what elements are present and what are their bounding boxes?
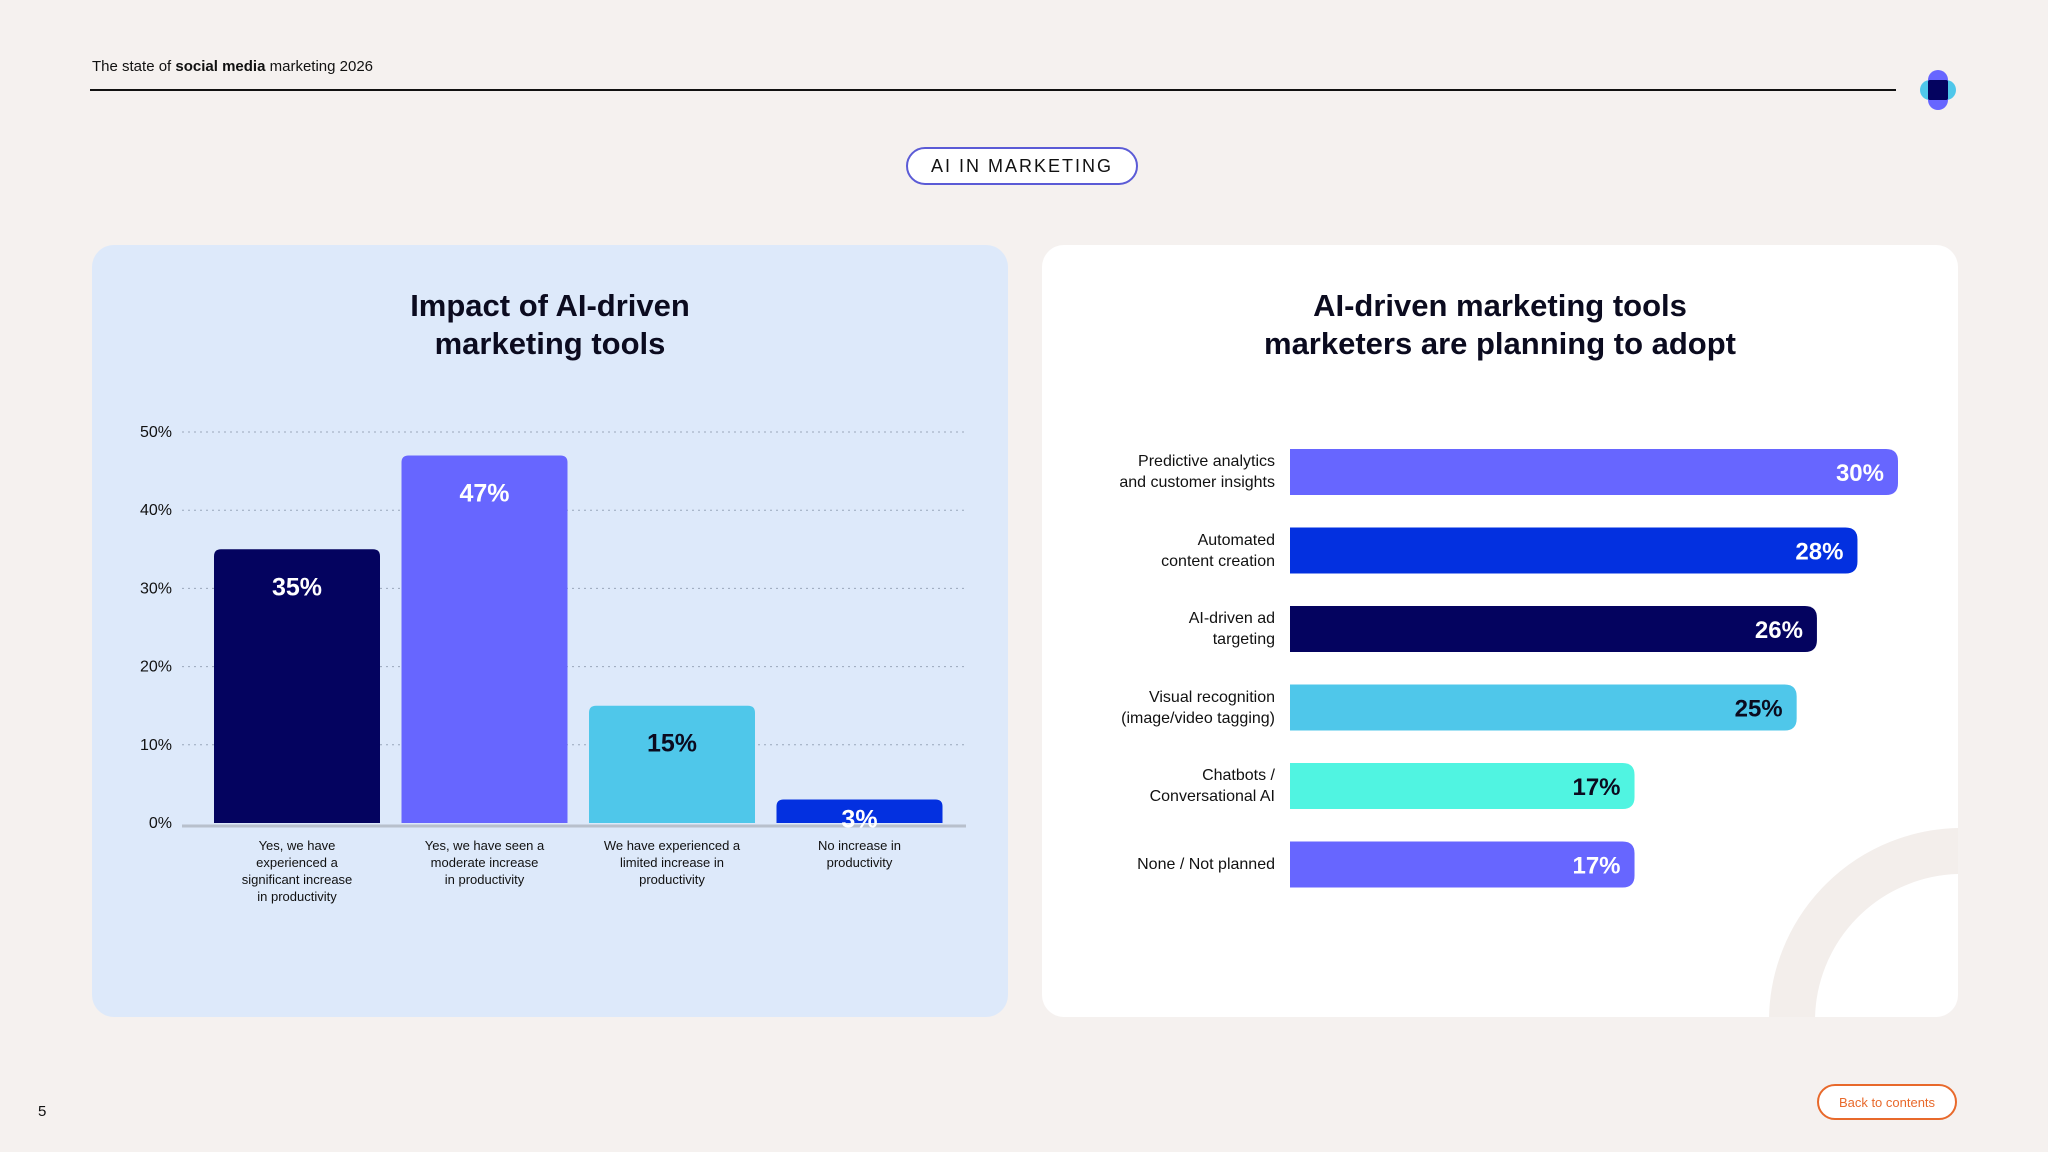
y-category-label-line: Automated (1197, 531, 1275, 549)
x-category-label-line: limited increase in (619, 855, 725, 870)
report-title: The state of social media marketing 2026 (92, 58, 373, 75)
x-category-label: We have experienced a limited increase in… (587, 837, 757, 888)
x-category-label: Yes, we have experienced a significant inc… (212, 837, 382, 905)
y-tick-label: 10% (140, 737, 172, 754)
y-category-label: Chatbots / Conversational AI (1042, 765, 1275, 807)
bar (1290, 606, 1817, 652)
y-tick-label: 50% (140, 424, 172, 441)
bar (214, 549, 380, 823)
x-category-label: Yes, we have seen a moderate increase in p… (400, 837, 570, 888)
x-category-label-line: productivity (639, 872, 705, 887)
bar-value-label: 26% (1755, 617, 1803, 644)
bar (1290, 684, 1797, 731)
x-category-label: No increase in productivity (775, 837, 945, 871)
report-title-bold: social media (175, 58, 266, 75)
impact-chart-card: Impact of AI-driven marketing tools 0% 10… (92, 245, 1008, 1017)
y-category-label: Predictive analytics and customer insight… (1042, 451, 1275, 493)
x-category-label-line: in productivity (257, 889, 337, 904)
y-category-label: Automated content creation (1042, 530, 1275, 572)
y-category-label-line: targeting (1212, 631, 1275, 648)
bar (401, 455, 568, 823)
x-category-label-line: No increase in (817, 838, 902, 853)
y-tick-label: 40% (140, 502, 172, 519)
header-divider (90, 89, 1896, 91)
y-tick-label: 0% (149, 815, 172, 832)
impact-chart-title-line: marketing tools (434, 326, 666, 361)
y-category-label: Visual recognition (image/video tagging) (1042, 687, 1275, 729)
impact-chart-title-line: Impact of AI-driven (410, 288, 690, 323)
y-category-label-line: Chatbots / (1202, 767, 1275, 784)
adoption-bar-chart: 30% 28% 26% 25% 17% 17% (1290, 449, 1898, 888)
bar (1290, 763, 1635, 809)
x-category-label-line: Yes, we have (258, 838, 336, 853)
y-tick-label: 20% (140, 659, 172, 676)
y-category-label-line: None / Not planned (1137, 856, 1275, 873)
y-category-label-line: Predictive analytics (1138, 453, 1275, 470)
brand-logo-icon (1920, 70, 1956, 110)
bar-value-label: 17% (1572, 853, 1620, 880)
bar (1290, 841, 1635, 888)
x-category-label-line: significant increase (241, 872, 353, 887)
bar-value-label: 17% (1572, 774, 1620, 801)
bar (1290, 527, 1858, 574)
bar-value-label: 3% (841, 806, 877, 834)
bar (589, 705, 755, 823)
y-category-label-line: Conversational AI (1149, 788, 1275, 805)
impact-bar-chart: 0% 10% 20% 30% 40% 50% 35% 47% 15% 3% (140, 424, 966, 834)
report-title-suffix: marketing 2026 (265, 58, 374, 75)
x-category-label-line: experienced a (256, 855, 338, 870)
adoption-chart-title: AI-driven marketing tools marketers are … (1042, 287, 1958, 363)
bar-value-label: 47% (459, 479, 509, 507)
bar-value-label: 28% (1795, 539, 1843, 566)
x-category-label-line: productivity (826, 855, 893, 870)
bar (1290, 449, 1898, 495)
y-category-label-line: and customer insights (1119, 474, 1275, 491)
bar-value-label: 30% (1836, 460, 1884, 487)
y-category-label: AI-driven ad targeting (1042, 608, 1275, 650)
y-category-label-line: AI-driven ad (1188, 610, 1275, 627)
bar-value-label: 15% (647, 730, 697, 758)
y-category-label-line: Visual recognition (1148, 688, 1275, 706)
x-category-label-line: We have experienced a (603, 838, 741, 853)
bar (776, 799, 943, 823)
y-tick-label: 30% (140, 580, 172, 597)
bar-value-label: 25% (1735, 696, 1783, 723)
y-category-label: None / Not planned (1042, 854, 1275, 875)
section-label: AI IN MARKETING (906, 147, 1138, 185)
adoption-chart-title-line: marketers are planning to adopt (1264, 326, 1736, 361)
bar-value-label: 35% (272, 573, 322, 601)
y-category-label-line: (image/video tagging) (1121, 709, 1275, 727)
adoption-chart-card: AI-driven marketing tools marketers are … (1042, 245, 1958, 1017)
x-category-label-line: Yes, we have seen a (424, 838, 545, 853)
page-number: 5 (38, 1103, 47, 1120)
x-category-label-line: in productivity (444, 872, 525, 887)
impact-chart-title: Impact of AI-driven marketing tools (92, 287, 1008, 363)
report-title-prefix: The state of (92, 58, 176, 75)
adoption-chart-title-line: AI-driven marketing tools (1313, 288, 1687, 323)
x-category-label-line: moderate increase (430, 855, 539, 870)
y-category-label-line: content creation (1161, 552, 1275, 570)
back-to-contents-button[interactable]: Back to contents (1817, 1084, 1957, 1120)
